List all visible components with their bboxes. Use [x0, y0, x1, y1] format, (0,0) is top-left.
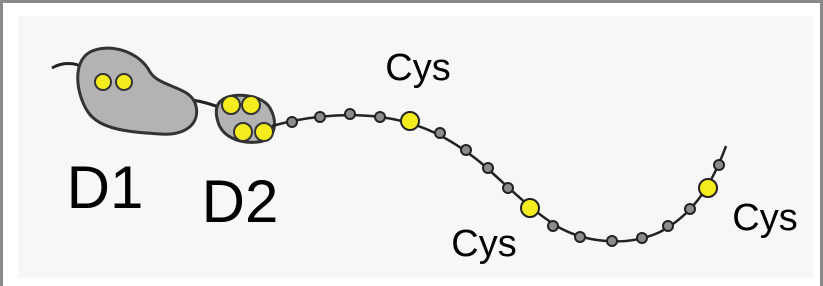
- residue: [685, 204, 695, 214]
- cysteine-dot: [222, 96, 240, 114]
- cysteine-dot: [95, 74, 111, 90]
- cysteine-dot: [521, 199, 539, 217]
- residue: [375, 112, 385, 122]
- domain-label: D2: [202, 168, 279, 235]
- residue: [575, 232, 585, 242]
- cysteine-dot: [255, 123, 273, 141]
- residue: [483, 163, 493, 173]
- residue: [663, 221, 673, 231]
- cys-label: Cys: [385, 47, 450, 89]
- cysteine-dot: [699, 179, 717, 197]
- cysteine-dot: [242, 96, 260, 114]
- residue: [714, 160, 724, 170]
- residue: [287, 117, 297, 127]
- residue: [435, 128, 445, 138]
- domain-label: D1: [67, 154, 144, 221]
- cysteine-dot: [234, 123, 252, 141]
- residue: [461, 145, 471, 155]
- cysteine-dot: [116, 74, 132, 90]
- residue: [607, 236, 617, 246]
- cys-label: Cys: [732, 197, 797, 239]
- cysteine-dot: [401, 112, 419, 130]
- diagram: D1 D2 Cys Cys Cys: [0, 0, 823, 286]
- residue: [637, 233, 647, 243]
- residue: [548, 221, 558, 231]
- residue: [315, 112, 325, 122]
- cys-label: Cys: [451, 223, 516, 265]
- residue: [345, 109, 355, 119]
- residue: [503, 183, 513, 193]
